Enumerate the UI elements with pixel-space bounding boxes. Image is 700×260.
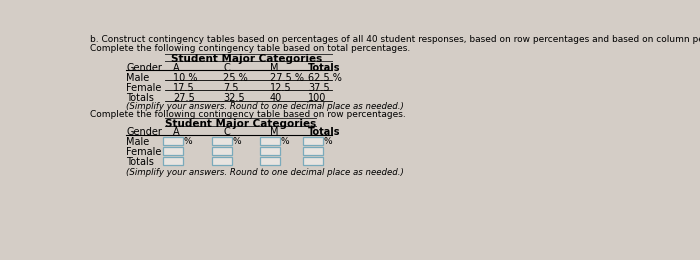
Text: Complete the following contingency table based on row percentages.: Complete the following contingency table…: [90, 110, 405, 119]
Text: %: %: [183, 138, 192, 146]
Text: C: C: [223, 127, 230, 138]
Text: Male: Male: [126, 73, 150, 83]
Text: M: M: [270, 127, 278, 138]
FancyBboxPatch shape: [260, 137, 280, 145]
FancyBboxPatch shape: [211, 157, 232, 165]
Text: Gender: Gender: [126, 127, 162, 138]
Text: Totals: Totals: [309, 63, 341, 73]
Text: 17.5: 17.5: [173, 83, 195, 93]
FancyBboxPatch shape: [260, 147, 280, 155]
Text: Student Major Categories: Student Major Categories: [171, 54, 322, 64]
Text: (Simplify your answers. Round to one decimal place as needed.): (Simplify your answers. Round to one dec…: [126, 102, 404, 111]
FancyBboxPatch shape: [303, 157, 323, 165]
FancyBboxPatch shape: [211, 147, 232, 155]
Text: Male: Male: [126, 138, 150, 147]
Text: Female: Female: [126, 147, 162, 158]
Text: 27.5 %: 27.5 %: [270, 73, 304, 83]
Text: %: %: [232, 138, 241, 146]
FancyBboxPatch shape: [260, 157, 280, 165]
Text: %: %: [281, 138, 289, 146]
FancyBboxPatch shape: [303, 137, 323, 145]
FancyBboxPatch shape: [162, 137, 183, 145]
Text: A: A: [173, 127, 179, 138]
Text: Complete the following contingency table based on total percentages.: Complete the following contingency table…: [90, 44, 410, 53]
FancyBboxPatch shape: [211, 137, 232, 145]
Text: Totals: Totals: [126, 158, 154, 167]
Text: Totals: Totals: [309, 127, 341, 138]
Text: 37.5: 37.5: [309, 83, 330, 93]
Text: Female: Female: [126, 83, 162, 93]
Text: %: %: [324, 138, 332, 146]
Text: 32.5: 32.5: [223, 93, 245, 103]
Text: Student Major Categories: Student Major Categories: [164, 119, 316, 129]
Text: Gender: Gender: [126, 63, 162, 73]
Text: 27.5: 27.5: [173, 93, 195, 103]
Text: A: A: [173, 63, 179, 73]
Text: 7.5: 7.5: [223, 83, 239, 93]
FancyBboxPatch shape: [162, 147, 183, 155]
Text: 25 %: 25 %: [223, 73, 248, 83]
FancyBboxPatch shape: [162, 157, 183, 165]
Text: C: C: [223, 63, 230, 73]
Text: 100: 100: [309, 93, 327, 103]
Text: M: M: [270, 63, 278, 73]
Text: 10 %: 10 %: [173, 73, 197, 83]
Text: b. Construct contingency tables based on percentages of all 40 student responses: b. Construct contingency tables based on…: [90, 35, 700, 44]
FancyBboxPatch shape: [303, 147, 323, 155]
Text: Totals: Totals: [126, 93, 154, 103]
Text: 12.5: 12.5: [270, 83, 291, 93]
Text: (Simplify your answers. Round to one decimal place as needed.): (Simplify your answers. Round to one dec…: [126, 168, 404, 177]
Text: 40: 40: [270, 93, 282, 103]
Text: 62.5 %: 62.5 %: [309, 73, 342, 83]
